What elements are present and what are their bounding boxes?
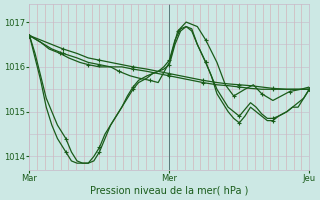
X-axis label: Pression niveau de la mer( hPa ): Pression niveau de la mer( hPa ) [90, 186, 249, 196]
